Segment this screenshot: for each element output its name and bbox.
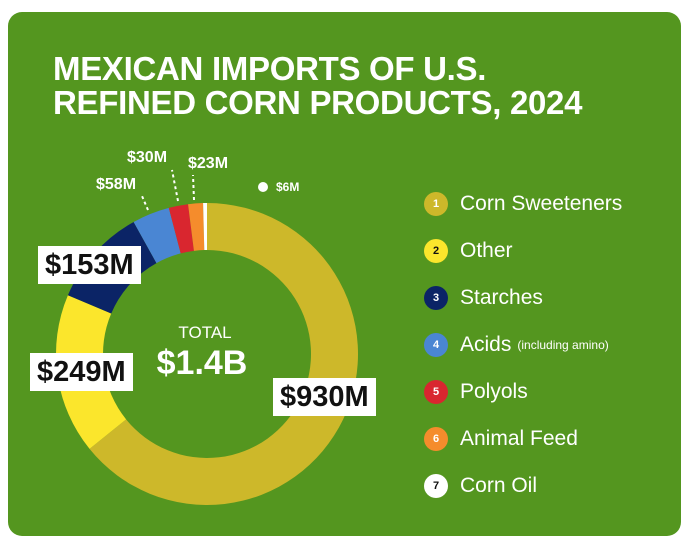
corn-oil-marker xyxy=(258,182,268,192)
legend-item: 1 Corn Sweeteners xyxy=(424,180,622,227)
slice-corn-sweeteners xyxy=(89,203,359,505)
legend-item: 5 Polyols xyxy=(424,368,622,415)
legend-label: Animal Feed xyxy=(460,426,578,450)
leader-acids xyxy=(141,195,149,211)
legend-sublabel: (including amino) xyxy=(517,337,609,352)
legend-item: 3 Starches xyxy=(424,274,622,321)
leader-polyols xyxy=(171,169,179,202)
legend-label: Other xyxy=(460,238,513,262)
label-acids: $58M xyxy=(96,176,137,193)
leader-animal-feed xyxy=(192,174,195,201)
legend-number-badge: 3 xyxy=(424,285,448,310)
chart-title: MEXICAN IMPORTS OF U.S. REFINED CORN PRO… xyxy=(53,52,582,120)
label-corn-oil: $6M xyxy=(276,180,300,194)
legend-label: Corn Oil xyxy=(460,473,538,497)
legend-number-badge: 4 xyxy=(424,332,448,357)
legend-label: Corn Sweeteners xyxy=(460,191,623,215)
legend-number-badge: 5 xyxy=(424,379,448,404)
title-line-1: MEXICAN IMPORTS OF U.S. xyxy=(53,50,487,87)
legend-label: Acids xyxy=(460,332,512,356)
legend-item: 6 Animal Feed xyxy=(424,415,622,462)
slice-corn-oil xyxy=(203,203,207,251)
legend: 1 Corn Sweeteners 2 Other 3 Starches 4 Acids (in… xyxy=(424,180,622,509)
slice-animal-feed xyxy=(188,203,205,251)
label-corn-sweeteners: $930M xyxy=(273,378,376,416)
label-animal-feed: $23M xyxy=(188,155,229,172)
center-total-value: $1.4B xyxy=(157,344,248,382)
label-starches: $153M xyxy=(38,246,141,284)
slice-acids xyxy=(133,207,181,264)
center-total-label: TOTAL xyxy=(178,323,231,342)
legend-number-badge: 2 xyxy=(424,238,448,263)
slice-polyols xyxy=(168,204,194,254)
label-polyols: $30M xyxy=(127,149,168,166)
legend-item: 2 Other xyxy=(424,227,622,274)
legend-label: Starches xyxy=(460,285,543,309)
legend-number-badge: 6 xyxy=(424,426,448,451)
title-line-2: REFINED CORN PRODUCTS, 2024 xyxy=(53,84,583,121)
legend-number-badge: 1 xyxy=(424,191,448,216)
legend-item: 4 Acids (including amino) xyxy=(424,321,622,368)
legend-label: Polyols xyxy=(460,379,528,403)
label-other: $249M xyxy=(30,353,133,391)
legend-number-badge: 7 xyxy=(424,473,448,498)
legend-item: 7 Corn Oil xyxy=(424,462,622,509)
